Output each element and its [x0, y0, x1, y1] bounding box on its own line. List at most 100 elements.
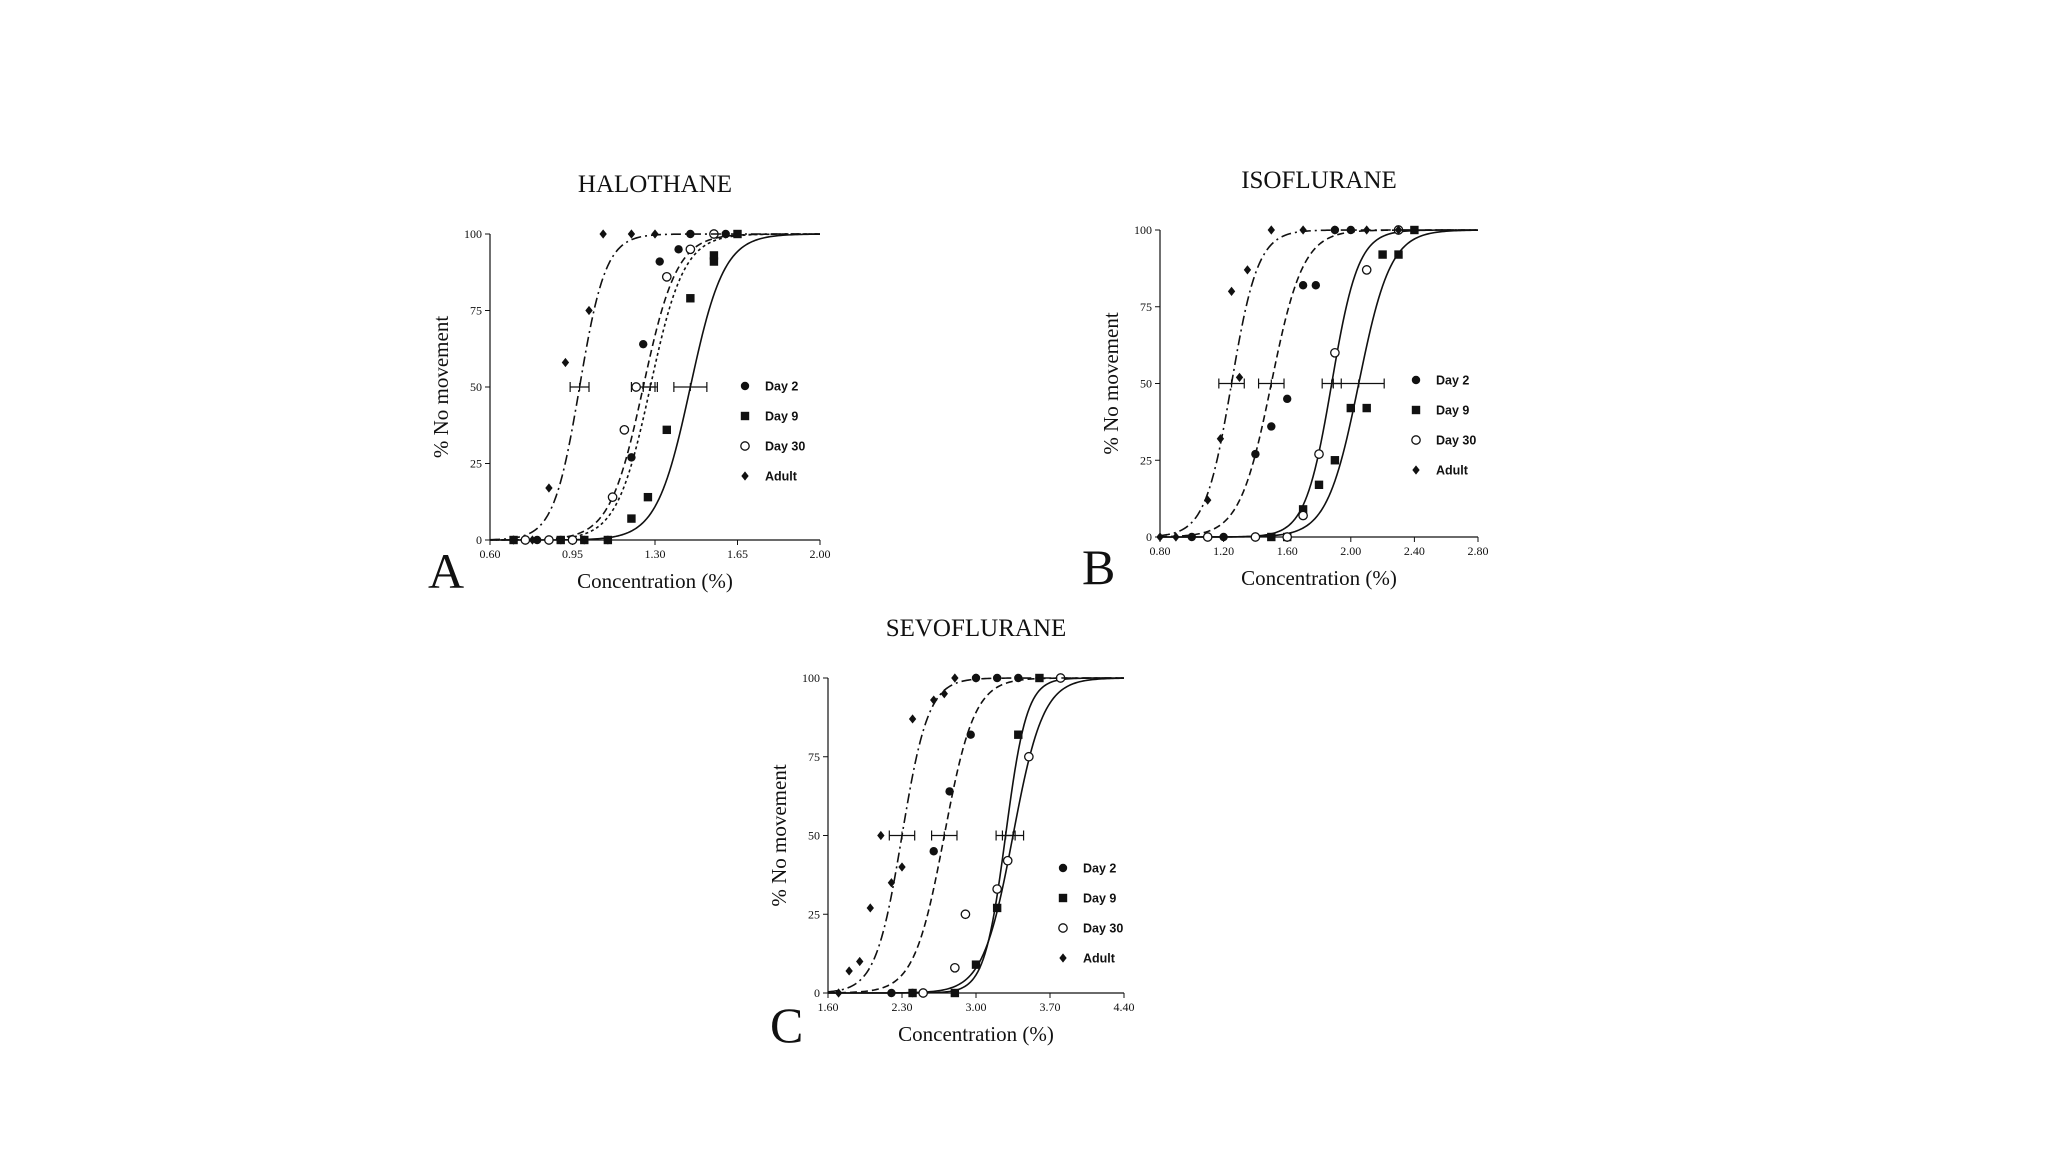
data-point [603, 535, 613, 545]
data-point [1035, 673, 1044, 683]
legend-label: Day 30 [1436, 434, 1476, 448]
legend-label: Adult [1083, 952, 1116, 966]
data-point [1267, 422, 1276, 431]
x-tick-label: 2.80 [1468, 544, 1489, 558]
x-tick-label: 1.60 [1277, 544, 1298, 558]
y-tick-label: 100 [464, 227, 482, 241]
x-tick-label: 4.40 [1114, 1000, 1135, 1014]
data-point [1298, 510, 1308, 521]
x-tick-label: 0.95 [562, 547, 583, 561]
y-tick-label: 50 [808, 829, 820, 843]
panel-letter: A [428, 543, 464, 599]
x-axis-label: Concentration (%) [1241, 566, 1397, 590]
y-tick-label: 75 [808, 750, 820, 764]
series-day-2 [827, 673, 1124, 998]
data-point [1014, 673, 1023, 683]
x-tick-label: 1.60 [818, 1000, 839, 1014]
data-point [544, 535, 554, 545]
data-point [887, 878, 896, 888]
data-point [950, 962, 960, 973]
data-point [1251, 449, 1260, 459]
data-point [992, 884, 1002, 894]
legend-marker [741, 471, 749, 481]
data-point [1267, 225, 1275, 235]
y-tick-label: 75 [470, 304, 482, 318]
data-point [866, 903, 874, 913]
data-point [561, 357, 570, 368]
legend-marker [1058, 893, 1068, 903]
data-point [1361, 265, 1372, 275]
series-day-30 [828, 673, 1125, 998]
data-point [877, 830, 885, 841]
x-tick-label: 2.00 [810, 547, 831, 561]
data-point [1202, 532, 1213, 542]
data-point [607, 492, 618, 503]
data-point [972, 673, 980, 683]
data-point [651, 229, 659, 239]
data-point [1346, 403, 1355, 413]
data-point [1227, 286, 1236, 296]
series-curve [1160, 229, 1479, 538]
data-point [627, 514, 636, 523]
data-point [1314, 480, 1324, 490]
data-point [971, 960, 981, 969]
x-tick-label: 0.80 [1150, 544, 1171, 558]
data-point [674, 245, 683, 254]
legend-marker [1058, 863, 1068, 873]
series-curve [828, 677, 1125, 994]
data-point [655, 257, 664, 266]
legend-marker [740, 381, 750, 391]
legend-marker [1412, 465, 1420, 475]
data-point [1299, 225, 1307, 235]
data-point [1330, 347, 1340, 358]
data-point [1311, 281, 1321, 290]
series-curve [828, 677, 1125, 994]
series-curve [1159, 229, 1478, 537]
x-tick-label: 1.30 [645, 547, 666, 561]
legend-marker [1058, 923, 1068, 933]
data-point [556, 535, 565, 545]
data-point [709, 251, 719, 260]
data-point [856, 956, 864, 967]
x-tick-label: 1.20 [1213, 544, 1234, 558]
data-point [1014, 730, 1023, 739]
data-point [686, 229, 695, 239]
data-point [520, 535, 531, 545]
data-point [1216, 434, 1225, 444]
series-adult [489, 229, 820, 545]
legend-label: Day 9 [1083, 892, 1116, 906]
legend-label: Day 30 [1083, 922, 1123, 936]
data-point [1250, 532, 1261, 542]
data-point [951, 673, 959, 683]
data-point [918, 988, 928, 998]
data-point [545, 483, 553, 493]
series-adult [1156, 225, 1478, 542]
data-point [639, 339, 648, 349]
data-point [1378, 250, 1387, 259]
y-tick-label: 100 [802, 671, 820, 685]
data-point [834, 988, 843, 998]
data-point [898, 862, 906, 872]
legend-marker [740, 441, 750, 451]
data-point [580, 535, 589, 545]
x-tick-label: 2.00 [1340, 544, 1361, 558]
legend-label: Adult [765, 470, 798, 484]
data-point [966, 730, 975, 739]
data-point [1024, 751, 1034, 762]
data-point [662, 425, 671, 435]
chart-panel-c: SEVOFLURANE 1.60 2.30 3.00 3.70 4.40 0 25 50 75 10… [767, 615, 1135, 1053]
legend-label: Day 9 [1436, 404, 1469, 418]
data-point [945, 787, 954, 796]
y-tick-label: 25 [470, 457, 482, 471]
legend-marker [740, 411, 750, 421]
legend-marker [1059, 953, 1067, 963]
x-tick-label: 1.65 [727, 547, 748, 561]
x-tick-label: 3.00 [966, 1000, 987, 1014]
data-point [661, 271, 672, 282]
data-point [1204, 495, 1212, 505]
data-point [686, 294, 695, 303]
legend-label: Day 30 [765, 440, 805, 454]
legend-marker [1411, 375, 1421, 385]
x-tick-label: 0.60 [480, 547, 501, 561]
data-point [960, 909, 971, 920]
